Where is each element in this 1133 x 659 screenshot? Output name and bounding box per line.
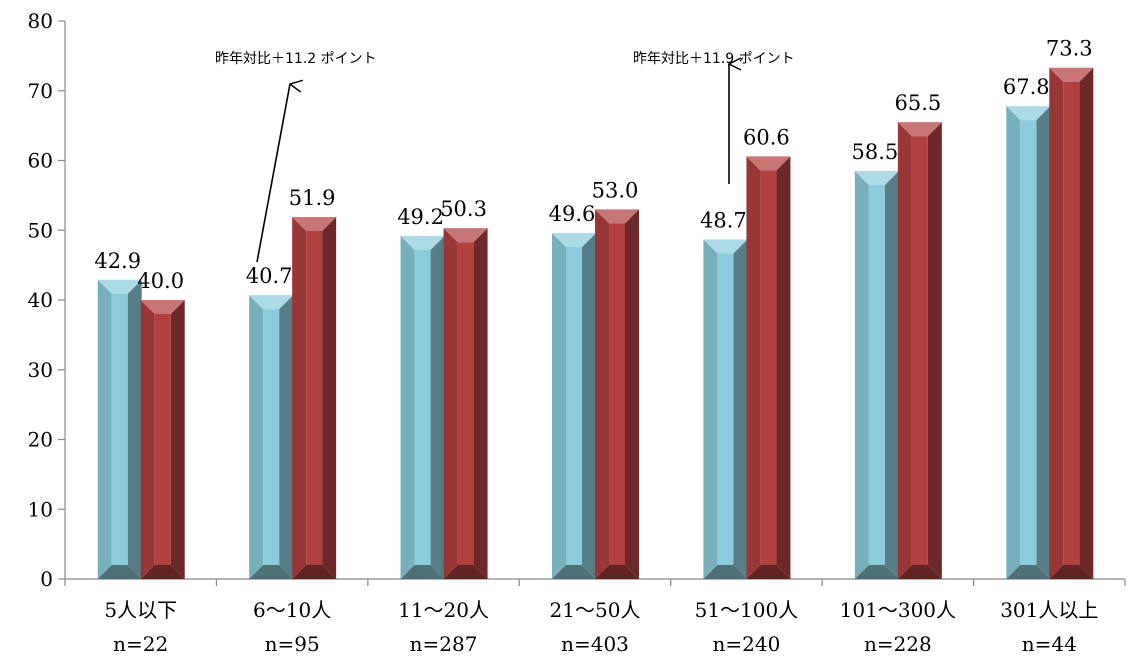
- bar: [854, 170, 899, 579]
- y-tick-label: 30: [28, 358, 53, 382]
- bar: [249, 295, 294, 579]
- data-label: 67.8: [1003, 75, 1050, 99]
- bar: [400, 235, 445, 579]
- x-category-sample-size: n=287: [410, 632, 478, 656]
- y-tick-label: 80: [28, 9, 53, 33]
- data-label: 49.2: [397, 205, 444, 229]
- data-label: 51.9: [289, 186, 336, 210]
- x-category-label: 6～10人: [253, 598, 331, 622]
- bar: [1006, 106, 1051, 579]
- data-label: 49.6: [549, 202, 596, 226]
- bars: [97, 67, 1094, 580]
- annotation-label: 昨年対比＋11.9 ポイント: [633, 51, 795, 67]
- y-tick-label: 0: [40, 567, 53, 591]
- y-tick-label: 60: [28, 149, 53, 173]
- data-label: 42.9: [94, 249, 141, 273]
- x-axis: 5人以下 n=22 6～10人 n=95 11～20人 n=287 21～50人 n=403 5…: [64, 578, 1126, 656]
- x-category-sample-size: n=95: [265, 632, 320, 656]
- data-label: 48.7: [700, 208, 747, 232]
- y-tick-label: 10: [28, 497, 53, 521]
- bar: [1049, 67, 1094, 580]
- data-label: 40.7: [246, 264, 293, 288]
- data-label: 60.6: [743, 125, 790, 149]
- x-category-label: 11～20人: [398, 598, 489, 622]
- y-tick-label: 70: [28, 79, 53, 103]
- bar: [97, 279, 142, 579]
- data-label: 53.0: [592, 178, 639, 202]
- x-category-label: 21～50人: [550, 598, 641, 622]
- annotation-arrow: [256, 84, 290, 263]
- y-axis: 0 10 20 30 40 50 60 70 80: [28, 9, 66, 591]
- x-category-label: 101～300人: [840, 598, 956, 622]
- data-label: 65.5: [894, 91, 941, 115]
- x-category-sample-size: n=22: [113, 632, 168, 656]
- x-category-label: 51～100人: [695, 598, 799, 622]
- data-label: 40.0: [137, 269, 184, 293]
- x-category-sample-size: n=44: [1022, 632, 1077, 656]
- bar: [140, 300, 185, 579]
- bar: [746, 156, 791, 579]
- bar: [897, 122, 942, 579]
- data-label: 58.5: [851, 140, 898, 164]
- annotations: 昨年対比＋11.2 ポイント 昨年対比＋11.9 ポイント: [215, 51, 795, 263]
- bar: [443, 228, 488, 579]
- x-category-sample-size: n=228: [864, 632, 932, 656]
- bar: [703, 239, 748, 579]
- x-category-label: 301人以上: [1000, 598, 1098, 622]
- x-category-label: 5人以下: [104, 598, 177, 622]
- x-category-sample-size: n=403: [561, 632, 629, 656]
- data-label: 50.3: [440, 197, 487, 221]
- bar: [292, 216, 337, 579]
- y-tick-label: 50: [28, 218, 53, 242]
- data-label: 73.3: [1046, 37, 1093, 61]
- x-category-sample-size: n=240: [713, 632, 781, 656]
- y-tick-label: 20: [28, 428, 53, 452]
- annotation-label: 昨年対比＋11.2 ポイント: [215, 51, 377, 67]
- data-labels: 42.9 40.7 49.2 49.6 48.7 58.5 67.8 40.0 51.9 50.3…: [94, 37, 1092, 293]
- bar: [552, 233, 596, 580]
- bar: [595, 209, 639, 579]
- y-tick-label: 40: [28, 288, 53, 312]
